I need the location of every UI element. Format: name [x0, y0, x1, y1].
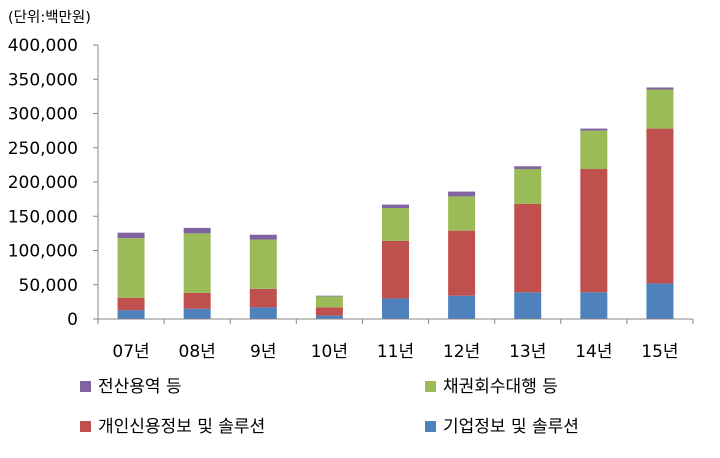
y-tick-label: 400,000 — [8, 36, 78, 56]
bar-segment — [183, 308, 211, 319]
bars-layer — [117, 87, 674, 319]
bar-segment — [514, 292, 542, 319]
y-tick-label: 100,000 — [8, 242, 78, 262]
y-tick-label: 350,000 — [8, 70, 78, 90]
bar-segment — [183, 227, 211, 234]
bar-segment — [117, 238, 145, 298]
x-tick-label: 9년 — [250, 342, 276, 362]
x-tick-label: 14년 — [575, 342, 612, 362]
bar-segment — [315, 307, 343, 316]
bar-segment — [117, 232, 145, 239]
unit-label: (단위:백만원) — [8, 9, 91, 26]
y-axis: 0 50,000 100,000 150,000 200,000 250,000 300,0… — [8, 36, 98, 330]
y-tick-label: 150,000 — [8, 207, 78, 227]
bar-segment — [315, 295, 343, 297]
legend-swatch — [80, 381, 91, 392]
x-tick-label: 11년 — [377, 342, 414, 362]
bar-segment — [580, 128, 608, 131]
legend-swatch — [425, 381, 436, 392]
bar-segment — [448, 191, 476, 197]
bar-segment — [514, 168, 542, 204]
y-tick-label: 300,000 — [8, 105, 78, 125]
legend-swatch — [80, 421, 91, 432]
legend-label: 개인신용정보 및 솔루션 — [98, 417, 265, 437]
legend-label: 전산용역 등 — [98, 377, 182, 397]
bar-segment — [249, 234, 277, 240]
bar-segment — [580, 130, 608, 169]
bar-segment — [315, 315, 343, 319]
y-tick-label: 250,000 — [8, 139, 78, 159]
bar-segment — [514, 203, 542, 293]
bar-segment — [646, 128, 674, 284]
y-tick-label: 0 — [67, 310, 78, 330]
x-tick-label: 07년 — [112, 342, 149, 362]
bar-segment — [382, 204, 409, 209]
bar-segment — [315, 296, 343, 308]
y-tick-label: 50,000 — [19, 276, 78, 296]
bar-segment — [646, 283, 674, 319]
legend-label: 기업정보 및 솔루션 — [443, 417, 579, 437]
bar-segment — [580, 168, 608, 293]
x-tick-label: 12년 — [443, 342, 480, 362]
x-tick-label: 13년 — [509, 342, 546, 362]
bar-segment — [382, 298, 409, 319]
legend: 기업정보 및 솔루션 개인신용정보 및 솔루션 채권회수대행 등 전산용역 등 — [80, 377, 579, 437]
bar-segment — [117, 297, 145, 311]
bar-segment — [382, 240, 409, 299]
legend-label: 채권회수대행 등 — [443, 377, 558, 397]
bar-segment — [448, 230, 476, 296]
x-axis: 07년 08년 9년 10년 11년 12년 13년 14년 15년 — [97, 319, 694, 362]
bar-segment — [514, 166, 542, 169]
bar-segment — [646, 87, 674, 90]
x-tick-label: 15년 — [641, 342, 678, 362]
y-tick-label: 200,000 — [8, 173, 78, 193]
legend-swatch — [425, 421, 436, 432]
bar-segment — [117, 310, 145, 319]
bar-segment — [448, 295, 476, 319]
bar-segment — [249, 288, 277, 308]
x-tick-label: 08년 — [179, 342, 216, 362]
bar-segment — [249, 239, 277, 289]
x-tick-label: 10년 — [311, 342, 348, 362]
bar-segment — [183, 233, 211, 293]
bar-segment — [249, 307, 277, 319]
bar-segment — [183, 292, 211, 309]
bar-segment — [646, 89, 674, 129]
bar-segment — [382, 208, 409, 241]
bar-segment — [448, 196, 476, 231]
bar-segment — [580, 292, 608, 319]
